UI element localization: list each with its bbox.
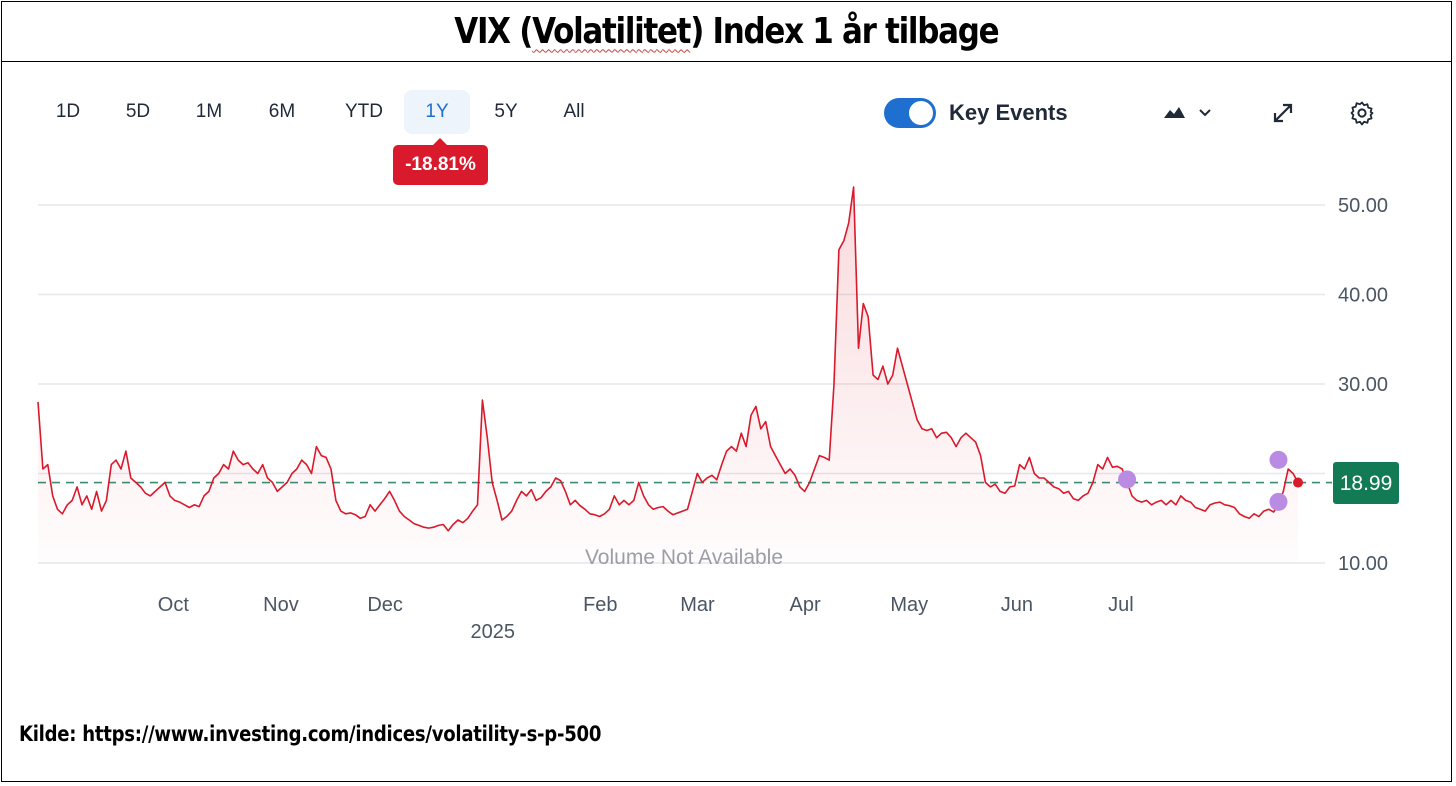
title-part: VIX ( bbox=[454, 10, 533, 52]
last-price-dot bbox=[1293, 477, 1303, 488]
last-price-label: 18.99 bbox=[1333, 462, 1399, 504]
range-button-6m[interactable]: 6M bbox=[268, 101, 296, 122]
range-button-5d[interactable]: 5D bbox=[125, 101, 151, 122]
price-line bbox=[37, 186, 1299, 532]
x-tick-label: Nov bbox=[263, 594, 299, 616]
key-events-label: Key Events bbox=[949, 100, 1068, 125]
range-button-1m[interactable]: 1M bbox=[195, 101, 223, 122]
title-bar: VIX (Volatilitet) Index 1 år tilbage bbox=[1, 1, 1452, 62]
title-part-rest: ) Index 1 år tilbage bbox=[690, 10, 999, 52]
price-area bbox=[38, 187, 1298, 563]
change-badge: -18.81% bbox=[393, 138, 488, 185]
range-button-5y[interactable]: 5Y bbox=[494, 101, 518, 122]
event-markers bbox=[1118, 450, 1288, 511]
x-tick-label: Jul bbox=[1108, 594, 1134, 616]
y-tick-label: 10.00 bbox=[1338, 553, 1388, 575]
key-event-marker[interactable] bbox=[1118, 470, 1137, 489]
x-tick-label: Feb bbox=[583, 594, 617, 616]
key-event-marker[interactable] bbox=[1269, 450, 1288, 469]
x-tick-label: Dec bbox=[367, 594, 403, 616]
toggle-knob bbox=[909, 101, 933, 125]
range-selector: 1D 5D 1M 6M YTD 1Y 5Y All bbox=[38, 90, 606, 134]
x-year-label: 2025 bbox=[470, 621, 515, 643]
x-tick-label: Oct bbox=[158, 594, 190, 616]
mountain-chart-icon bbox=[1164, 107, 1211, 118]
x-tick-label: Apr bbox=[790, 594, 821, 616]
page-title: VIX (Volatilitet) Index 1 år tilbage bbox=[454, 10, 999, 52]
key-event-marker[interactable] bbox=[1269, 492, 1288, 511]
y-tick-label: 30.00 bbox=[1338, 374, 1388, 396]
x-axis: Oct Nov Dec 2025 Feb Mar Apr May Jun Jul bbox=[158, 594, 1134, 643]
y-axis: 10.00 30.00 40.00 50.00 bbox=[1338, 195, 1388, 575]
x-tick-label: Mar bbox=[680, 594, 715, 616]
gear-icon bbox=[1350, 101, 1374, 126]
key-events-toggle[interactable] bbox=[884, 98, 936, 128]
chart-type-dropdown[interactable] bbox=[1160, 96, 1218, 130]
last-price-text: 18.99 bbox=[1340, 472, 1393, 495]
x-tick-label: Jun bbox=[1001, 594, 1033, 616]
range-button-ytd[interactable]: YTD bbox=[345, 101, 383, 122]
y-tick-label: 50.00 bbox=[1338, 195, 1388, 217]
source-caption: Kilde: https://www.investing.com/indices… bbox=[19, 722, 602, 746]
range-button-all[interactable]: All bbox=[563, 101, 585, 122]
title-underlined-word: Volatilitet bbox=[532, 10, 691, 52]
range-button-1y[interactable]: 1Y bbox=[404, 90, 470, 134]
expand-button[interactable] bbox=[1266, 96, 1300, 130]
range-button-1d[interactable]: 1D bbox=[55, 101, 81, 122]
expand-icon bbox=[1273, 103, 1293, 123]
x-tick-label: May bbox=[890, 594, 928, 616]
settings-button[interactable] bbox=[1345, 96, 1379, 130]
chevron-down-icon bbox=[1199, 109, 1211, 117]
y-tick-label: 40.00 bbox=[1338, 285, 1388, 307]
